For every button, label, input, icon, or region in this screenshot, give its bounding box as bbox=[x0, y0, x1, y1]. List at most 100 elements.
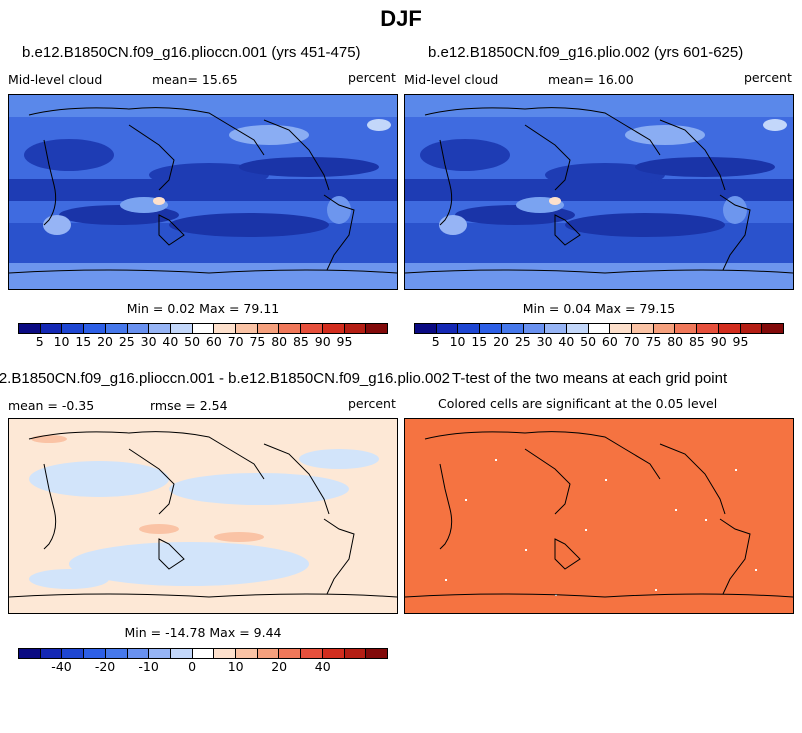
panel2-colorbar bbox=[414, 323, 784, 334]
panel3-colorbar-labels: -40 -20 -10 0 10 20 40 bbox=[18, 659, 388, 674]
colorbar-swatch bbox=[480, 324, 502, 333]
panel1-mean: mean= 15.65 bbox=[152, 72, 238, 87]
panel1-colorbar-labels: 5 10 15 20 25 30 40 50 60 70 75 80 85 90 95 bbox=[18, 334, 388, 349]
colorbar-label: 30 bbox=[140, 334, 157, 349]
colorbar-label: 60 bbox=[205, 334, 222, 349]
colorbar-label: 50 bbox=[580, 334, 597, 349]
colorbar-label: 95 bbox=[732, 334, 749, 349]
panel3-stats: Min = -14.78 Max = 9.44 bbox=[124, 625, 282, 640]
colorbar-label: 80 bbox=[667, 334, 684, 349]
colorbar-label: 85 bbox=[292, 334, 309, 349]
colorbar-swatch bbox=[322, 649, 345, 658]
colorbar-swatch bbox=[344, 324, 367, 333]
colorbar-swatch bbox=[170, 324, 193, 333]
colorbar-swatch bbox=[566, 324, 589, 333]
panel2-title: b.e12.B1850CN.f09_g16.plio.002 (yrs 601-… bbox=[428, 44, 744, 61]
colorbar-label: -40 bbox=[51, 659, 72, 674]
panel2-stats: Min = 0.04 Max = 79.15 bbox=[522, 301, 676, 316]
colorbar-swatch bbox=[436, 324, 459, 333]
colorbar-label: 70 bbox=[227, 334, 244, 349]
colorbar-swatch bbox=[458, 324, 481, 333]
colorbar-label: 60 bbox=[601, 334, 618, 349]
colorbar-swatch bbox=[588, 324, 611, 333]
colorbar-swatch bbox=[127, 324, 150, 333]
panel2-map bbox=[404, 94, 794, 290]
panel2-variable: Mid-level cloud bbox=[404, 72, 499, 87]
colorbar-swatch bbox=[501, 324, 524, 333]
colorbar-swatch bbox=[415, 324, 437, 333]
colorbar-swatch bbox=[632, 324, 654, 333]
panel4-subtitle: Colored cells are significant at the 0.0… bbox=[438, 396, 718, 411]
colorbar-swatch bbox=[105, 324, 128, 333]
panel1-title: b.e12.B1850CN.f09_g16.plioccn.001 (yrs 4… bbox=[22, 44, 361, 61]
colorbar-label: 10 bbox=[449, 334, 466, 349]
colorbar-swatch bbox=[257, 649, 280, 658]
colorbar-label: 25 bbox=[514, 334, 531, 349]
colorbar-label: 0 bbox=[188, 659, 197, 674]
colorbar-label: 15 bbox=[75, 334, 92, 349]
panel1-map bbox=[8, 94, 398, 290]
colorbar-swatch bbox=[366, 324, 387, 333]
colorbar-swatch bbox=[279, 649, 302, 658]
colorbar-label: 90 bbox=[710, 334, 727, 349]
colorbar-label: 70 bbox=[623, 334, 640, 349]
colorbar-swatch bbox=[19, 649, 41, 658]
colorbar-label: 75 bbox=[645, 334, 662, 349]
colorbar-label: 40 bbox=[162, 334, 179, 349]
colorbar-label: 20 bbox=[493, 334, 509, 349]
colorbar-swatch bbox=[192, 649, 215, 658]
colorbar-swatch bbox=[149, 324, 171, 333]
colorbar-label: 20 bbox=[271, 659, 288, 674]
panel2-colorbar-labels: 5 10 15 20 25 30 40 50 60 70 75 80 85 90 95 bbox=[414, 334, 784, 349]
colorbar-swatch bbox=[366, 649, 387, 658]
colorbar-label: 25 bbox=[118, 334, 135, 349]
colorbar-label: 10 bbox=[227, 659, 244, 674]
colorbar-label: 10 bbox=[53, 334, 70, 349]
panel3-map-svg bbox=[9, 419, 397, 613]
colorbar-swatch bbox=[19, 324, 41, 333]
colorbar-swatch bbox=[105, 649, 128, 658]
colorbar-swatch bbox=[214, 649, 237, 658]
colorbar-swatch bbox=[84, 649, 106, 658]
colorbar-swatch bbox=[257, 324, 280, 333]
colorbar-swatch bbox=[697, 324, 719, 333]
colorbar-label: 95 bbox=[336, 334, 353, 349]
colorbar-label: 40 bbox=[314, 659, 331, 674]
panel4-title: T-test of the two means at each grid poi… bbox=[452, 370, 728, 387]
season-title: DJF bbox=[380, 6, 422, 31]
colorbar-swatch bbox=[653, 324, 676, 333]
panel4-map-svg bbox=[405, 419, 793, 613]
colorbar-swatch bbox=[279, 324, 302, 333]
panel3-map bbox=[8, 418, 398, 614]
panel1-units: percent bbox=[348, 70, 396, 85]
colorbar-swatch bbox=[301, 324, 323, 333]
colorbar-label: -10 bbox=[138, 659, 159, 674]
colorbar-swatch bbox=[762, 324, 783, 333]
colorbar-swatch bbox=[301, 649, 323, 658]
colorbar-swatch bbox=[718, 324, 741, 333]
colorbar-swatch bbox=[740, 324, 763, 333]
colorbar-swatch bbox=[236, 649, 258, 658]
colorbar-label: 90 bbox=[314, 334, 331, 349]
panel2-units: percent bbox=[744, 70, 792, 85]
panel3-mean: mean = -0.35 bbox=[8, 398, 95, 413]
colorbar-swatch bbox=[214, 324, 237, 333]
colorbar-swatch bbox=[40, 324, 63, 333]
colorbar-label: 30 bbox=[536, 334, 553, 349]
colorbar-swatch bbox=[62, 649, 85, 658]
colorbar-swatch bbox=[40, 649, 63, 658]
colorbar-label: 5 bbox=[35, 334, 44, 349]
colorbar-swatch bbox=[344, 649, 367, 658]
panel1-map-svg bbox=[9, 95, 397, 289]
colorbar-label: -20 bbox=[94, 659, 116, 674]
colorbar-swatch bbox=[192, 324, 215, 333]
panel1-colorbar bbox=[18, 323, 388, 334]
colorbar-label: 5 bbox=[431, 334, 440, 349]
colorbar-label: 40 bbox=[558, 334, 575, 349]
colorbar-swatch bbox=[170, 649, 193, 658]
panel4-map bbox=[404, 418, 794, 614]
panel3-units: percent bbox=[348, 396, 396, 411]
colorbar-label: 50 bbox=[184, 334, 201, 349]
colorbar-swatch bbox=[523, 324, 546, 333]
colorbar-label: 85 bbox=[688, 334, 705, 349]
